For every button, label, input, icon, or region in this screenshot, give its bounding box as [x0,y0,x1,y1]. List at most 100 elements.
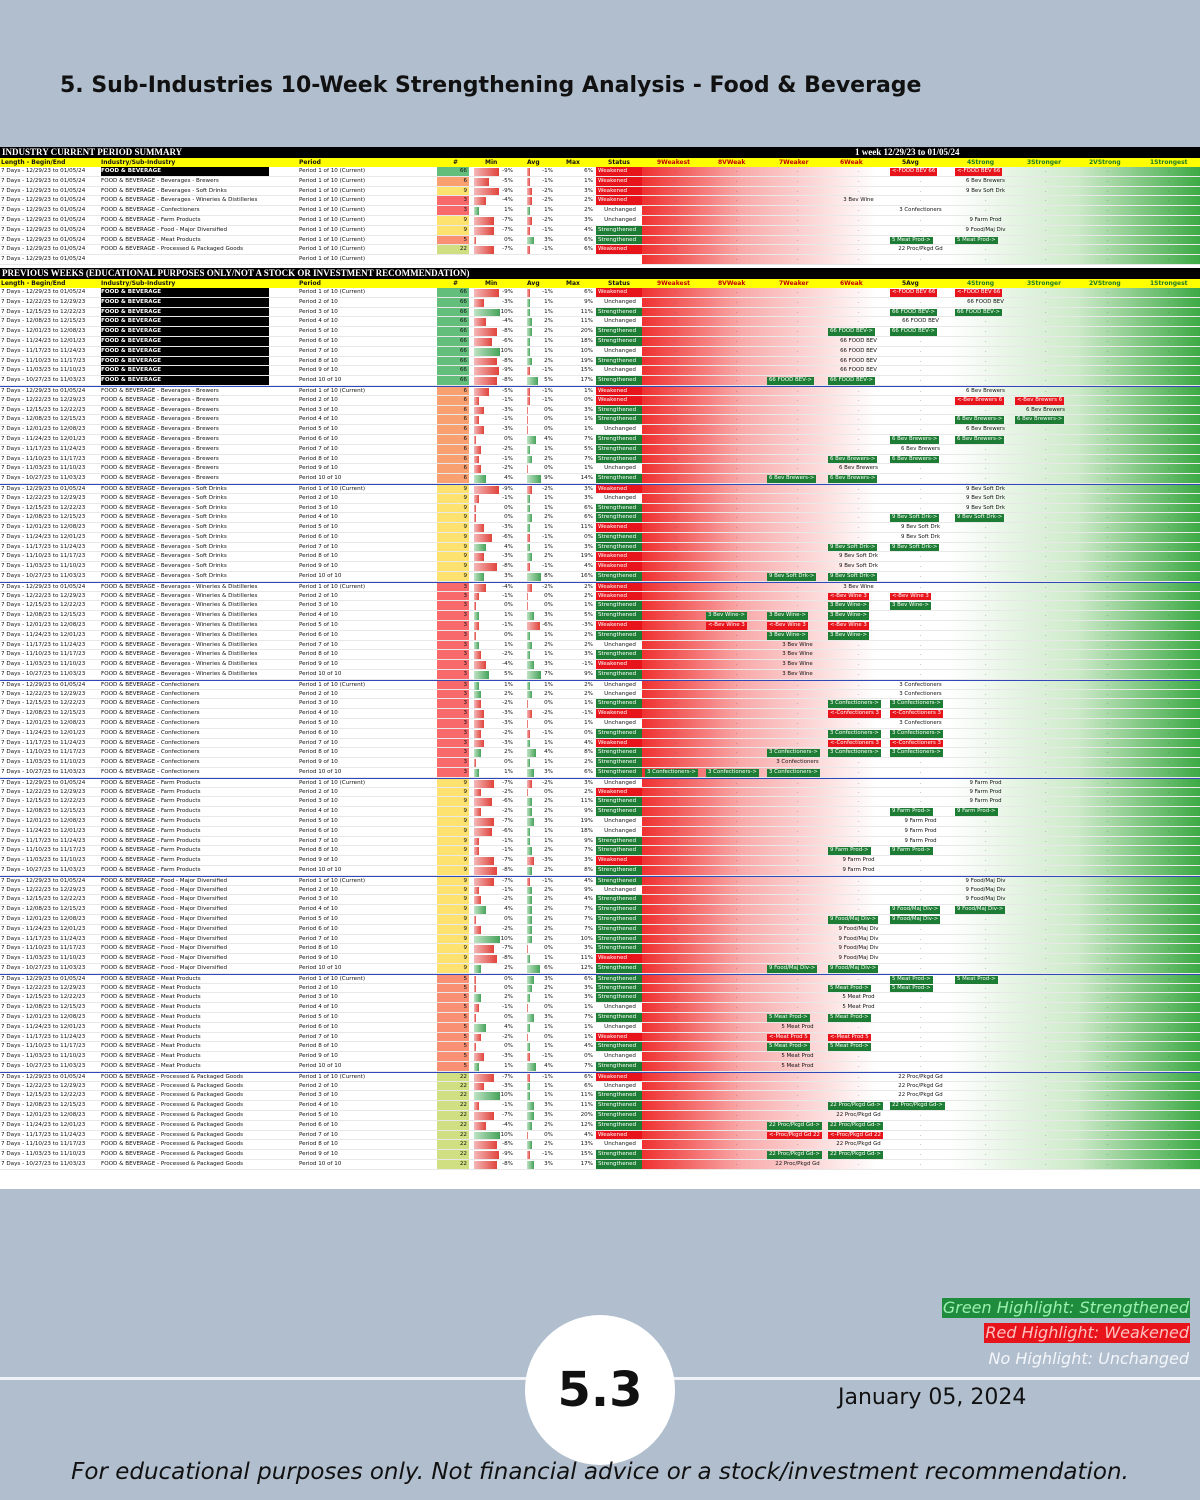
avg-bar [527,1151,530,1159]
row-count: 9 [437,807,469,816]
empty-bin-marker: . [675,612,677,619]
empty-bin-marker: . [1045,357,1047,364]
empty-bin-marker: . [1168,612,1170,619]
row-length: 7 Days - 12/29/23 to 01/05/24 [1,288,86,295]
empty-bin-marker: . [985,1092,987,1099]
row-count: 5 [437,1012,469,1022]
avg-bar [527,226,530,235]
row-length: 7 Days - 12/08/23 to 12/15/23 [1,1102,86,1109]
empty-bin-marker: . [736,1141,738,1148]
row-count: 9 [437,552,469,562]
row-max: 3% [584,984,593,991]
empty-bin-marker: . [985,318,987,325]
row-min: 0% [504,514,513,521]
row-period: Period 8 of 10 [299,1043,338,1050]
empty-bin-marker: . [1168,818,1170,824]
empty-bin-marker: . [675,641,677,648]
empty-bin-marker: . [736,1023,738,1030]
empty-bin-marker: . [797,318,799,325]
empty-bin-marker: . [675,975,677,982]
avg-bar [527,543,530,552]
row-industry: FOOD & BEVERAGE - Processed & Packaged G… [101,1121,244,1128]
table-row: 7 Days - 12/22/23 to 12/29/23 FOOD & BEVE… [0,493,1200,504]
strength-gradient [642,493,1200,503]
avg-bar [527,533,530,542]
row-max: 11% [580,308,593,315]
min-bar [474,1023,487,1032]
row-count: 3 [437,689,469,699]
empty-bin-marker: . [797,945,799,952]
empty-bin-marker: . [736,426,738,433]
column-header-status: Status [608,159,630,166]
table-row: 7 Days - 11/17/23 to 11/24/23 FOOD & BEVE… [0,836,1200,847]
row-count: 6 [437,176,469,186]
avg-bar [527,1082,530,1091]
row-min: -3% [502,524,513,531]
row-industry: FOOD & BEVERAGE - Processed & Packaged G… [101,1111,244,1118]
empty-bin-marker: . [920,475,922,482]
min-bar [474,984,476,993]
strength-tag: 6 Bev Brewers [966,387,1005,394]
strength-tag: 9 Farm Prod [904,818,937,824]
empty-bin-marker: . [736,915,738,922]
row-max: 13% [580,1141,593,1148]
column-header-bin: 7Weaker [779,159,809,166]
column-header-bin: 3Stronger [1027,279,1062,287]
row-avg: 3% [544,769,553,776]
row-length: 7 Days - 12/01/23 to 12/08/23 [1,818,86,824]
row-avg: 1% [544,494,553,501]
empty-bin-marker: . [1168,945,1170,952]
row-industry: FOOD & BEVERAGE - Processed & Packaged G… [101,1141,244,1148]
empty-bin-marker: . [1045,485,1047,492]
empty-bin-marker: . [920,671,922,678]
empty-bin-marker: . [736,896,738,903]
min-bar [474,1033,482,1042]
row-period: Period 8 of 10 [299,847,338,854]
empty-bin-marker: . [1107,308,1109,315]
row-period: Period 6 of 10 [299,729,338,736]
table-row: 7 Days - 12/15/23 to 12/22/23 FOOD & BEVE… [0,895,1200,906]
empty-bin-marker: . [1168,720,1170,727]
strength-gradient [642,245,1200,255]
strength-gradient [642,1042,1200,1052]
empty-bin-marker: . [920,367,922,374]
row-industry: FOOD & BEVERAGE - Beverages - Wineries &… [101,622,258,629]
row-avg: 1% [544,1082,553,1089]
empty-bin-marker: . [1045,455,1047,462]
strength-tag: 66 FOOD BEV [840,347,877,354]
empty-bin-marker: . [1107,226,1109,233]
row-status: Unchanged [604,641,636,648]
empty-bin-marker: . [985,583,987,590]
min-bar [474,857,495,865]
row-length: 7 Days - 12/15/23 to 12/22/23 [1,798,86,805]
row-min: -8% [502,1141,513,1148]
empty-bin-marker: . [797,681,799,688]
empty-bin-marker: . [858,759,860,766]
row-min: -1% [502,396,513,403]
empty-bin-marker: . [1168,779,1170,786]
row-period: Period 2 of 10 [299,494,338,501]
empty-bin-marker: . [1107,426,1109,433]
row-period: Period 4 of 10 [299,612,338,619]
row-period: Period 6 of 10 [299,925,338,932]
current-summary-table: 7 Days - 12/29/23 to 01/05/24 FOOD & BEVE… [0,167,1200,265]
empty-bin-marker: . [797,1073,799,1080]
empty-bin-marker: . [675,808,677,815]
avg-bar [527,1073,530,1082]
row-avg: -1% [542,226,553,233]
row-max: 10% [580,935,593,942]
row-avg: 1% [544,337,553,344]
row-min [471,255,515,264]
row-period: Period 2 of 10 [299,298,338,305]
row-avg: 4% [544,435,553,442]
table-row: 7 Days - 12/01/23 to 12/08/23 FOOD & BEVE… [0,621,1200,631]
row-period: Period 6 of 10 [299,1121,338,1128]
strength-gradient [642,1012,1200,1022]
empty-bin-marker: . [1168,759,1170,766]
row-avg: -1% [542,1151,553,1158]
row-avg: 1% [544,681,553,688]
row-count: 9 [437,797,469,807]
row-length: 7 Days - 11/03/23 to 11/10/23 [1,367,86,374]
avg-bar [527,563,530,572]
empty-bin-marker: . [858,246,860,253]
